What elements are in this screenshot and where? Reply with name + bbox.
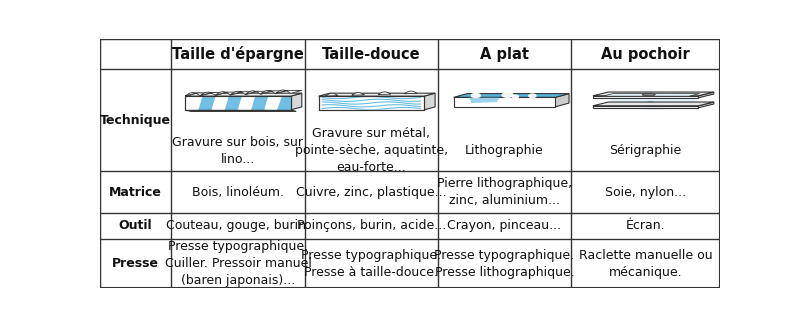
Polygon shape [186,110,296,111]
Text: Bois, linoléum.: Bois, linoléum. [192,186,284,199]
Ellipse shape [512,95,518,98]
Text: Taille-douce: Taille-douce [322,47,421,62]
Polygon shape [322,104,421,108]
Polygon shape [424,93,435,110]
Text: Raclette manuelle ou
mécanique.: Raclette manuelle ou mécanique. [578,249,713,279]
Polygon shape [238,96,255,110]
Ellipse shape [471,93,480,98]
Text: Gravure sur bois, sur
lino...: Gravure sur bois, sur lino... [173,136,303,166]
Text: Presse typographique.
Cuiller. Pressoir manuel
(baren japonais)...: Presse typographique. Cuiller. Pressoir … [165,240,311,287]
Text: Écran.: Écran. [626,219,666,233]
Text: Outil: Outil [119,219,153,233]
Text: Poinçons, burin, acide...: Poinçons, burin, acide... [297,219,446,233]
Text: Sérigraphie: Sérigraphie [610,145,682,157]
Polygon shape [322,97,421,99]
Polygon shape [278,96,290,110]
Polygon shape [593,106,698,108]
Polygon shape [454,97,555,107]
Text: Pierre lithographique,
zinc, aluminium...: Pierre lithographique, zinc, aluminium..… [437,177,572,207]
Text: Couteau, gouge, burin.: Couteau, gouge, burin. [166,219,310,233]
Polygon shape [593,96,698,98]
Text: Soie, nylon...: Soie, nylon... [605,186,686,199]
Text: Matrice: Matrice [110,186,162,199]
Polygon shape [200,92,226,96]
Ellipse shape [642,94,655,96]
Text: Au pochoir: Au pochoir [602,47,690,62]
Polygon shape [318,96,424,110]
Polygon shape [246,91,272,94]
Polygon shape [215,92,242,95]
Polygon shape [698,102,714,108]
Text: Gravure sur métal,
pointe-sèche, aquatinte,
eau-forte...: Gravure sur métal, pointe-sèche, aquatin… [294,127,448,174]
Ellipse shape [529,94,536,98]
Polygon shape [326,93,338,96]
Polygon shape [186,96,202,110]
Polygon shape [186,93,302,96]
Polygon shape [322,98,421,102]
Polygon shape [322,107,421,110]
Polygon shape [454,94,569,97]
Ellipse shape [502,93,514,97]
Ellipse shape [645,101,656,107]
Polygon shape [352,93,364,95]
Polygon shape [211,96,229,110]
Polygon shape [186,96,290,110]
Polygon shape [555,94,569,107]
Text: Presse typographique.
Presse lithographique.: Presse typographique. Presse lithographi… [434,249,574,279]
Text: Technique: Technique [100,114,171,127]
Text: Crayon, pinceau...: Crayon, pinceau... [447,219,562,233]
Polygon shape [322,101,421,105]
Polygon shape [198,96,216,110]
Polygon shape [405,91,417,94]
Polygon shape [593,92,714,96]
Ellipse shape [611,91,695,110]
Polygon shape [318,93,435,96]
Text: A plat: A plat [480,47,529,62]
Text: Taille d'épargne: Taille d'épargne [172,46,304,62]
Polygon shape [275,90,302,93]
Polygon shape [264,96,282,110]
Polygon shape [469,97,499,103]
Text: Presse typographique.
Presse à taille-douce.: Presse typographique. Presse à taille-do… [301,249,442,279]
Polygon shape [698,92,714,98]
Text: Lithographie: Lithographie [465,145,544,157]
FancyBboxPatch shape [100,39,720,288]
Polygon shape [378,92,390,95]
Polygon shape [290,93,302,110]
Polygon shape [225,96,242,110]
Polygon shape [251,96,268,110]
Polygon shape [186,93,211,96]
Polygon shape [602,94,700,96]
Polygon shape [261,90,286,94]
Text: Cuivre, zinc, plastique...: Cuivre, zinc, plastique... [296,186,446,199]
Text: Presse: Presse [112,257,159,270]
Polygon shape [230,91,257,95]
Polygon shape [593,102,714,106]
